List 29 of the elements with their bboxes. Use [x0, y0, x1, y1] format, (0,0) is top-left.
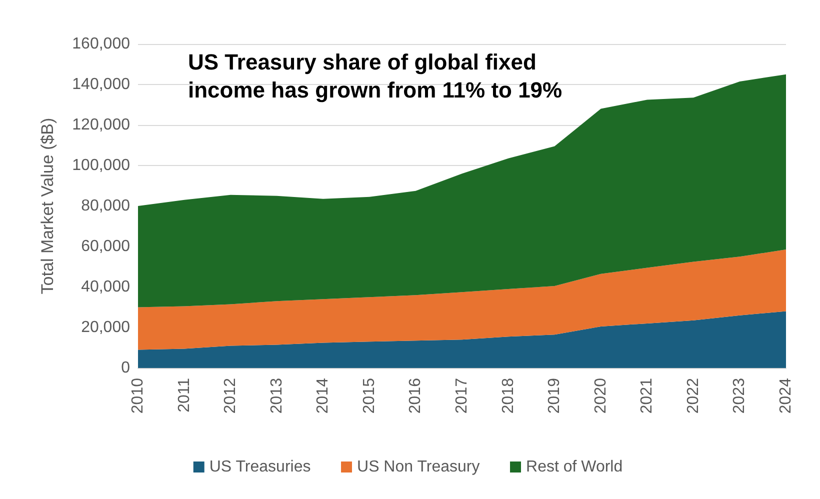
y-tick-label: 160,000 — [72, 36, 130, 52]
legend-label: Rest of World — [526, 458, 623, 476]
x-tick-label: 2012 — [222, 378, 240, 414]
x-tick-label: 2019 — [546, 378, 564, 414]
x-tick-label: 2021 — [638, 378, 656, 414]
y-tick-label: 40,000 — [81, 278, 130, 296]
x-tick-label: 2018 — [500, 378, 517, 414]
x-tick-label: 2013 — [268, 378, 286, 414]
x-tick-label: 2014 — [314, 378, 332, 414]
y-tick-label: 0 — [121, 360, 130, 376]
y-tick-label: 80,000 — [81, 198, 130, 214]
y-tick-label: 100,000 — [72, 157, 130, 174]
x-tick-label: 2024 — [778, 378, 794, 414]
x-tick-label: 2015 — [360, 378, 378, 414]
legend-label: US Non Treasury — [357, 458, 480, 476]
y-tick-label: 140,000 — [72, 76, 130, 93]
x-tick-label: 2016 — [407, 378, 424, 414]
x-tick-label: 2023 — [731, 378, 748, 414]
x-tick-label: 2020 — [592, 378, 610, 414]
y-tick-label: 20,000 — [81, 319, 130, 336]
x-tick-label: 2010 — [130, 378, 146, 414]
y-tick-label: 120,000 — [72, 116, 130, 134]
x-tick-label: 2022 — [684, 378, 702, 414]
x-tick-label: 2011 — [176, 378, 193, 412]
y-tick-label: 60,000 — [81, 238, 130, 255]
x-tick-label: 2017 — [454, 378, 470, 414]
legend-label: US Treasuries — [209, 458, 311, 476]
y-axis-title: Total Market Value ($B) — [38, 118, 57, 294]
annotation: US Treasury share of global fixed income has grown from 11% to 19% — [188, 50, 562, 102]
